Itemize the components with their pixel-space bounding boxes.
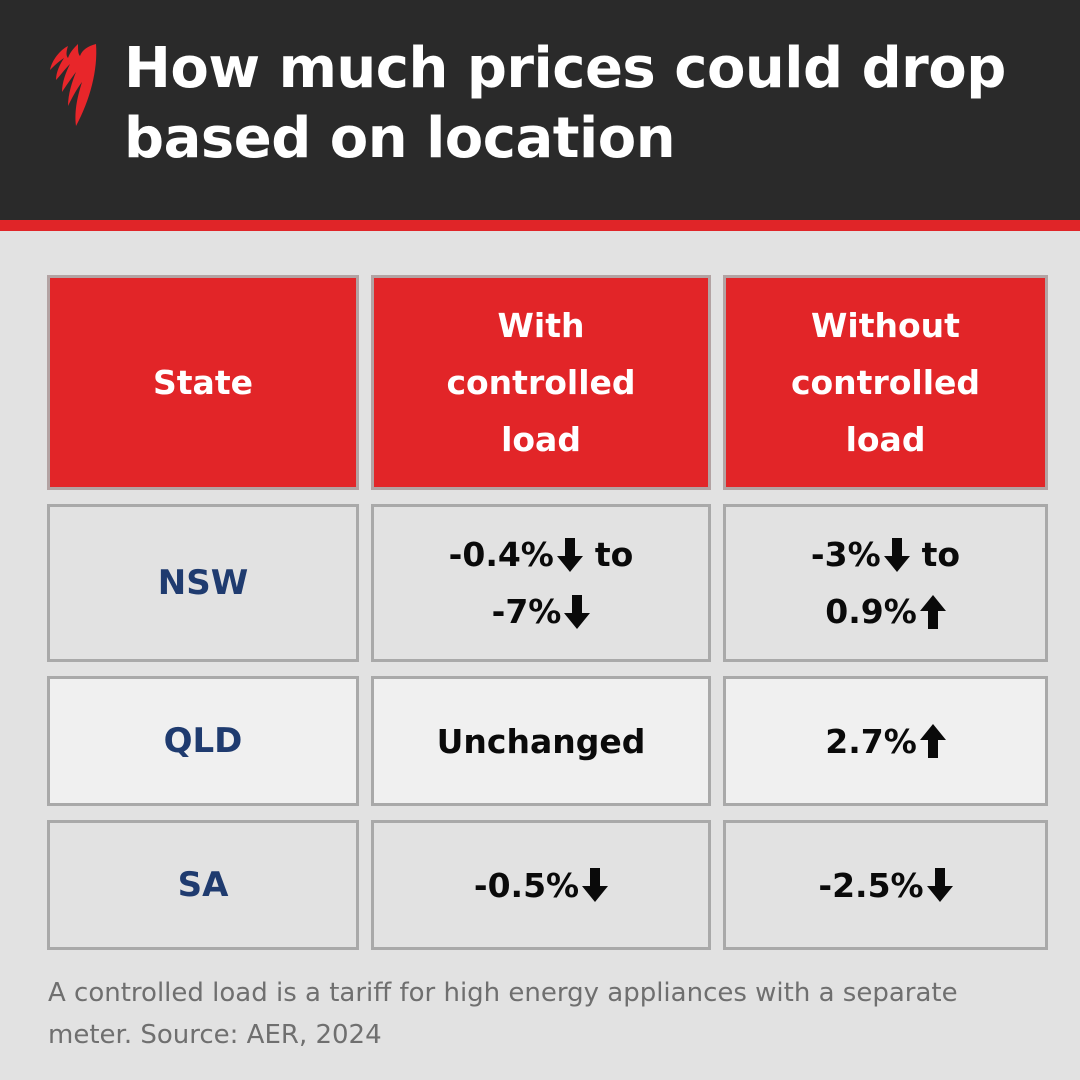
arrow-down-icon	[582, 868, 609, 902]
column-header-label: State	[153, 363, 253, 402]
table-row-sa-without-controlled-load: -2.5%	[723, 820, 1048, 950]
arrow-up-icon	[919, 594, 946, 629]
value-suffix: to	[921, 535, 961, 574]
header-banner	[0, 0, 1080, 220]
value-text: -3%	[810, 535, 881, 574]
table-row-qld-state: QLD	[47, 676, 359, 806]
value-text: Unchanged	[436, 721, 646, 761]
column-header-with-controlled-load: With controlled load	[371, 275, 711, 490]
table-row-nsw-state: NSW	[47, 504, 359, 662]
arrow-down-icon	[564, 594, 591, 629]
value-text: -2.5%	[818, 865, 924, 905]
column-header-label: Without controlled load	[790, 306, 981, 459]
arrow-down-icon	[883, 537, 910, 572]
footnote-source: A controlled load is a tariff for high e…	[48, 978, 958, 1050]
table-row-qld-without-controlled-load: 2.7%	[723, 676, 1048, 806]
value-text: -0.4%	[448, 535, 554, 574]
column-header-state: State	[47, 275, 359, 490]
accent-stripe	[0, 220, 1080, 231]
column-header-without-controlled-load: Without controlled load	[723, 275, 1048, 490]
arrow-down-icon	[556, 537, 583, 572]
table-row-sa-with-controlled-load: -0.5%	[371, 820, 711, 950]
sbs-logo-icon	[38, 40, 100, 130]
table-row-nsw-without-controlled-load: -3% to 0.9%	[723, 504, 1048, 662]
state-label: NSW	[157, 563, 249, 603]
value-suffix: to	[594, 535, 634, 574]
page-title: How much prices could drop based on loca…	[124, 36, 1006, 171]
value-text: -0.5%	[473, 865, 580, 905]
state-label: SA	[177, 865, 229, 905]
table-row-sa-state: SA	[47, 820, 359, 950]
table-row-nsw-with-controlled-load: -0.4% to -7%	[371, 504, 711, 662]
value-text: 0.9%	[825, 592, 917, 631]
state-label: QLD	[163, 721, 243, 761]
arrow-up-icon	[919, 724, 946, 758]
arrow-down-icon	[926, 868, 953, 902]
column-header-label: With controlled load	[446, 306, 636, 459]
value-text: 2.7%	[825, 721, 917, 761]
table-row-qld-with-controlled-load: Unchanged	[371, 676, 711, 806]
value-text: -7%	[491, 592, 562, 631]
